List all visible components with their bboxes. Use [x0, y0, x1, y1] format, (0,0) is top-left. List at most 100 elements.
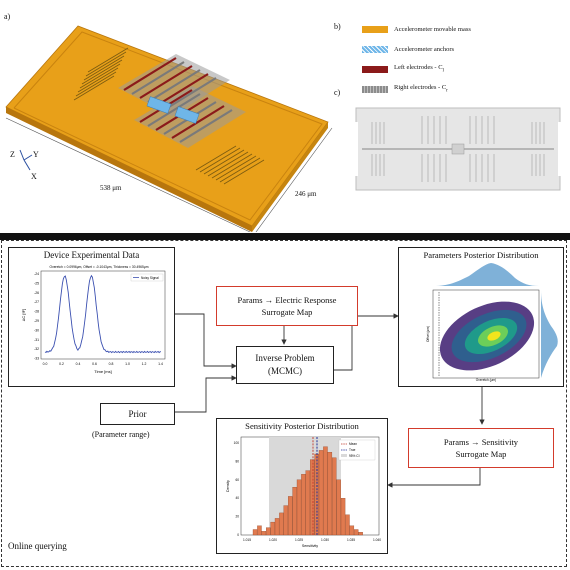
accelerometer-3d-render: [5, 25, 333, 232]
sensitivity-hist-bar: [257, 525, 262, 536]
sensitivity-plot: 0 20 40 60 80 100 1.015 1.020 1.025 1.030 1.035 1.…: [226, 436, 381, 548]
axis-x-label: X: [31, 172, 37, 181]
posterior-cloud-core: [487, 331, 501, 341]
posterior-panel: Parameters Posterior Distribution Overet…: [398, 247, 564, 387]
sensitivity-surrogate-line2: Surrogate Map: [455, 449, 507, 459]
legend-b: Accelerometer movable mass Accelerometer…: [362, 22, 471, 96]
device-ytick-label: -29: [34, 319, 39, 323]
sensitivity-hist-bar: [274, 518, 280, 536]
sensitivity-xtick-label: 1.035: [347, 538, 355, 542]
mass-swatch: [362, 25, 388, 33]
sensitivity-hist-bar: [318, 450, 324, 536]
posterior-plot: Overetch (μm) Offset (μm): [426, 263, 558, 382]
sensitivity-hist-bar: [345, 514, 350, 536]
label-b: b): [334, 22, 341, 31]
device-signal-line: [44, 274, 162, 354]
sensitivity-hist-bar: [354, 529, 359, 536]
sensitivity-hist-bar: [327, 452, 333, 536]
sensitivity-hist-bar: [323, 446, 328, 536]
axis-z-label: Z: [10, 150, 15, 159]
workflow-frame: [1, 240, 567, 567]
device-xtick-label: 0.6: [92, 362, 97, 366]
sensitivity-ytick-label: 40: [235, 496, 239, 500]
device-ytick-label: -30: [34, 328, 39, 332]
label-c: c): [334, 88, 341, 97]
sensitivity-ytick-label: 0: [237, 533, 239, 537]
posterior-right-marginal: [541, 290, 558, 378]
prior-box: Prior: [100, 403, 175, 425]
sensitivity-legend-box: [338, 439, 376, 461]
sensitivity-ylabel: Density: [226, 480, 230, 492]
inverse-problem-line1: Inverse Problem: [255, 353, 315, 363]
sensitivity-panel: Sensitivity Posterior Distribution 0 20 40…: [216, 418, 388, 554]
sensitivity-surrogate-line1: Params → Sensitivity: [443, 437, 519, 447]
device-xtick-label: 1.0: [125, 362, 130, 366]
right-electrode-swatch: [362, 85, 388, 93]
legend-ci-swatch: [341, 454, 347, 457]
sensitivity-hist-bar: [292, 487, 297, 536]
sensitivity-hist-bar: [288, 496, 293, 536]
sensitivity-xtick-label: 1.030: [321, 538, 329, 542]
sensitivity-ytick-label: 20: [235, 515, 239, 519]
device-ytick-label: -27: [34, 300, 39, 304]
device-xtick-label: 0.8: [109, 362, 114, 366]
sensitivity-hist-bar: [301, 474, 306, 536]
device-ytick-label: -33: [34, 357, 39, 361]
sensitivity-hist-bar: [266, 527, 271, 536]
sensitivity-hist-bar: [310, 459, 315, 536]
anchor-swatch: [362, 45, 388, 53]
sensitivity-xtick-label: 1.025: [295, 538, 303, 542]
legend-ci-label: 95% CI: [349, 454, 360, 458]
device-plot-legend-box: [130, 273, 164, 282]
legend-anchors: Accelerometer anchors: [362, 42, 471, 56]
sensitivity-hist-bar: [261, 531, 267, 536]
label-a: a): [4, 12, 11, 21]
device-ytick-label: -31: [34, 338, 39, 342]
inverse-problem-line2: (MCMC): [267, 366, 302, 376]
sensitivity-xtick-label: 1.015: [243, 538, 251, 542]
sensitivity-hist-bar: [296, 479, 302, 536]
device-xtick-label: 0.0: [43, 362, 48, 366]
sensitivity-xtick-label: 1.040: [373, 538, 381, 542]
device-plot-caption: Overetch = 0.0996μm, Offset = -0.1043μm,…: [50, 265, 149, 269]
legend-right-electrodes: Right electrodes - Cr: [362, 82, 471, 96]
sensitivity-hist-bar: [279, 512, 284, 536]
sensitivity-hist-bar: [252, 529, 258, 536]
device-ytick-label: -28: [34, 310, 39, 314]
electric-surrogate-line2: Surrogate Map: [261, 307, 313, 317]
sensitivity-hist-bar: [332, 457, 337, 536]
electric-surrogate-line1: Params → Electric Response: [237, 295, 337, 305]
posterior-ylabel: Offset (μm): [426, 326, 430, 342]
sensitivity-surrogate-box: Params → Sensitivity Surrogate Map: [408, 428, 554, 468]
dimension-width: 246 μm: [295, 190, 317, 198]
device-xtick-label: 0.2: [59, 362, 64, 366]
sensitivity-hist-bar: [305, 470, 311, 536]
electric-surrogate-box: Params → Electric Response Surrogate Map: [216, 286, 358, 326]
device-xtick-label: 1.2: [142, 362, 147, 366]
online-querying-label: Online querying: [8, 541, 67, 551]
posterior-xlabel: Overetch (μm): [476, 378, 496, 382]
section-separator: [0, 233, 570, 240]
left-electrode-swatch: [362, 65, 388, 73]
device-plot-legend: Noisy Signal: [141, 276, 159, 280]
device-data-panel: Device Experimental Data Overetch = 0.09…: [8, 247, 175, 387]
sensitivity-ytick-label: 80: [235, 459, 239, 463]
device-data-title: Device Experimental Data: [43, 250, 140, 260]
accelerometer-layout-2d: [354, 107, 562, 191]
sensitivity-hist-bar: [270, 521, 275, 536]
workflow-arrows: [175, 313, 485, 488]
sensitivity-hist-bar: [340, 498, 346, 536]
legend-left-electrodes: Left electrodes - Cl: [362, 62, 471, 76]
prior-caption: (Parameter range): [92, 430, 150, 439]
sensitivity-hist-bar: [349, 525, 355, 536]
device-ytick-label: -26: [34, 291, 39, 295]
prior-label: Prior: [128, 409, 147, 419]
legend-mean-label: Mean: [349, 442, 357, 446]
sensitivity-ytick-label: 60: [235, 478, 239, 482]
device-ytick-label: -32: [34, 347, 39, 351]
sensitivity-xtick-label: 1.020: [269, 538, 277, 542]
device-ytick-label: -24: [34, 272, 39, 276]
sensitivity-title: Sensitivity Posterior Distribution: [245, 421, 359, 431]
sensitivity-xlabel: Sensitivity: [302, 544, 318, 548]
posterior-title: Parameters Posterior Distribution: [423, 250, 539, 260]
